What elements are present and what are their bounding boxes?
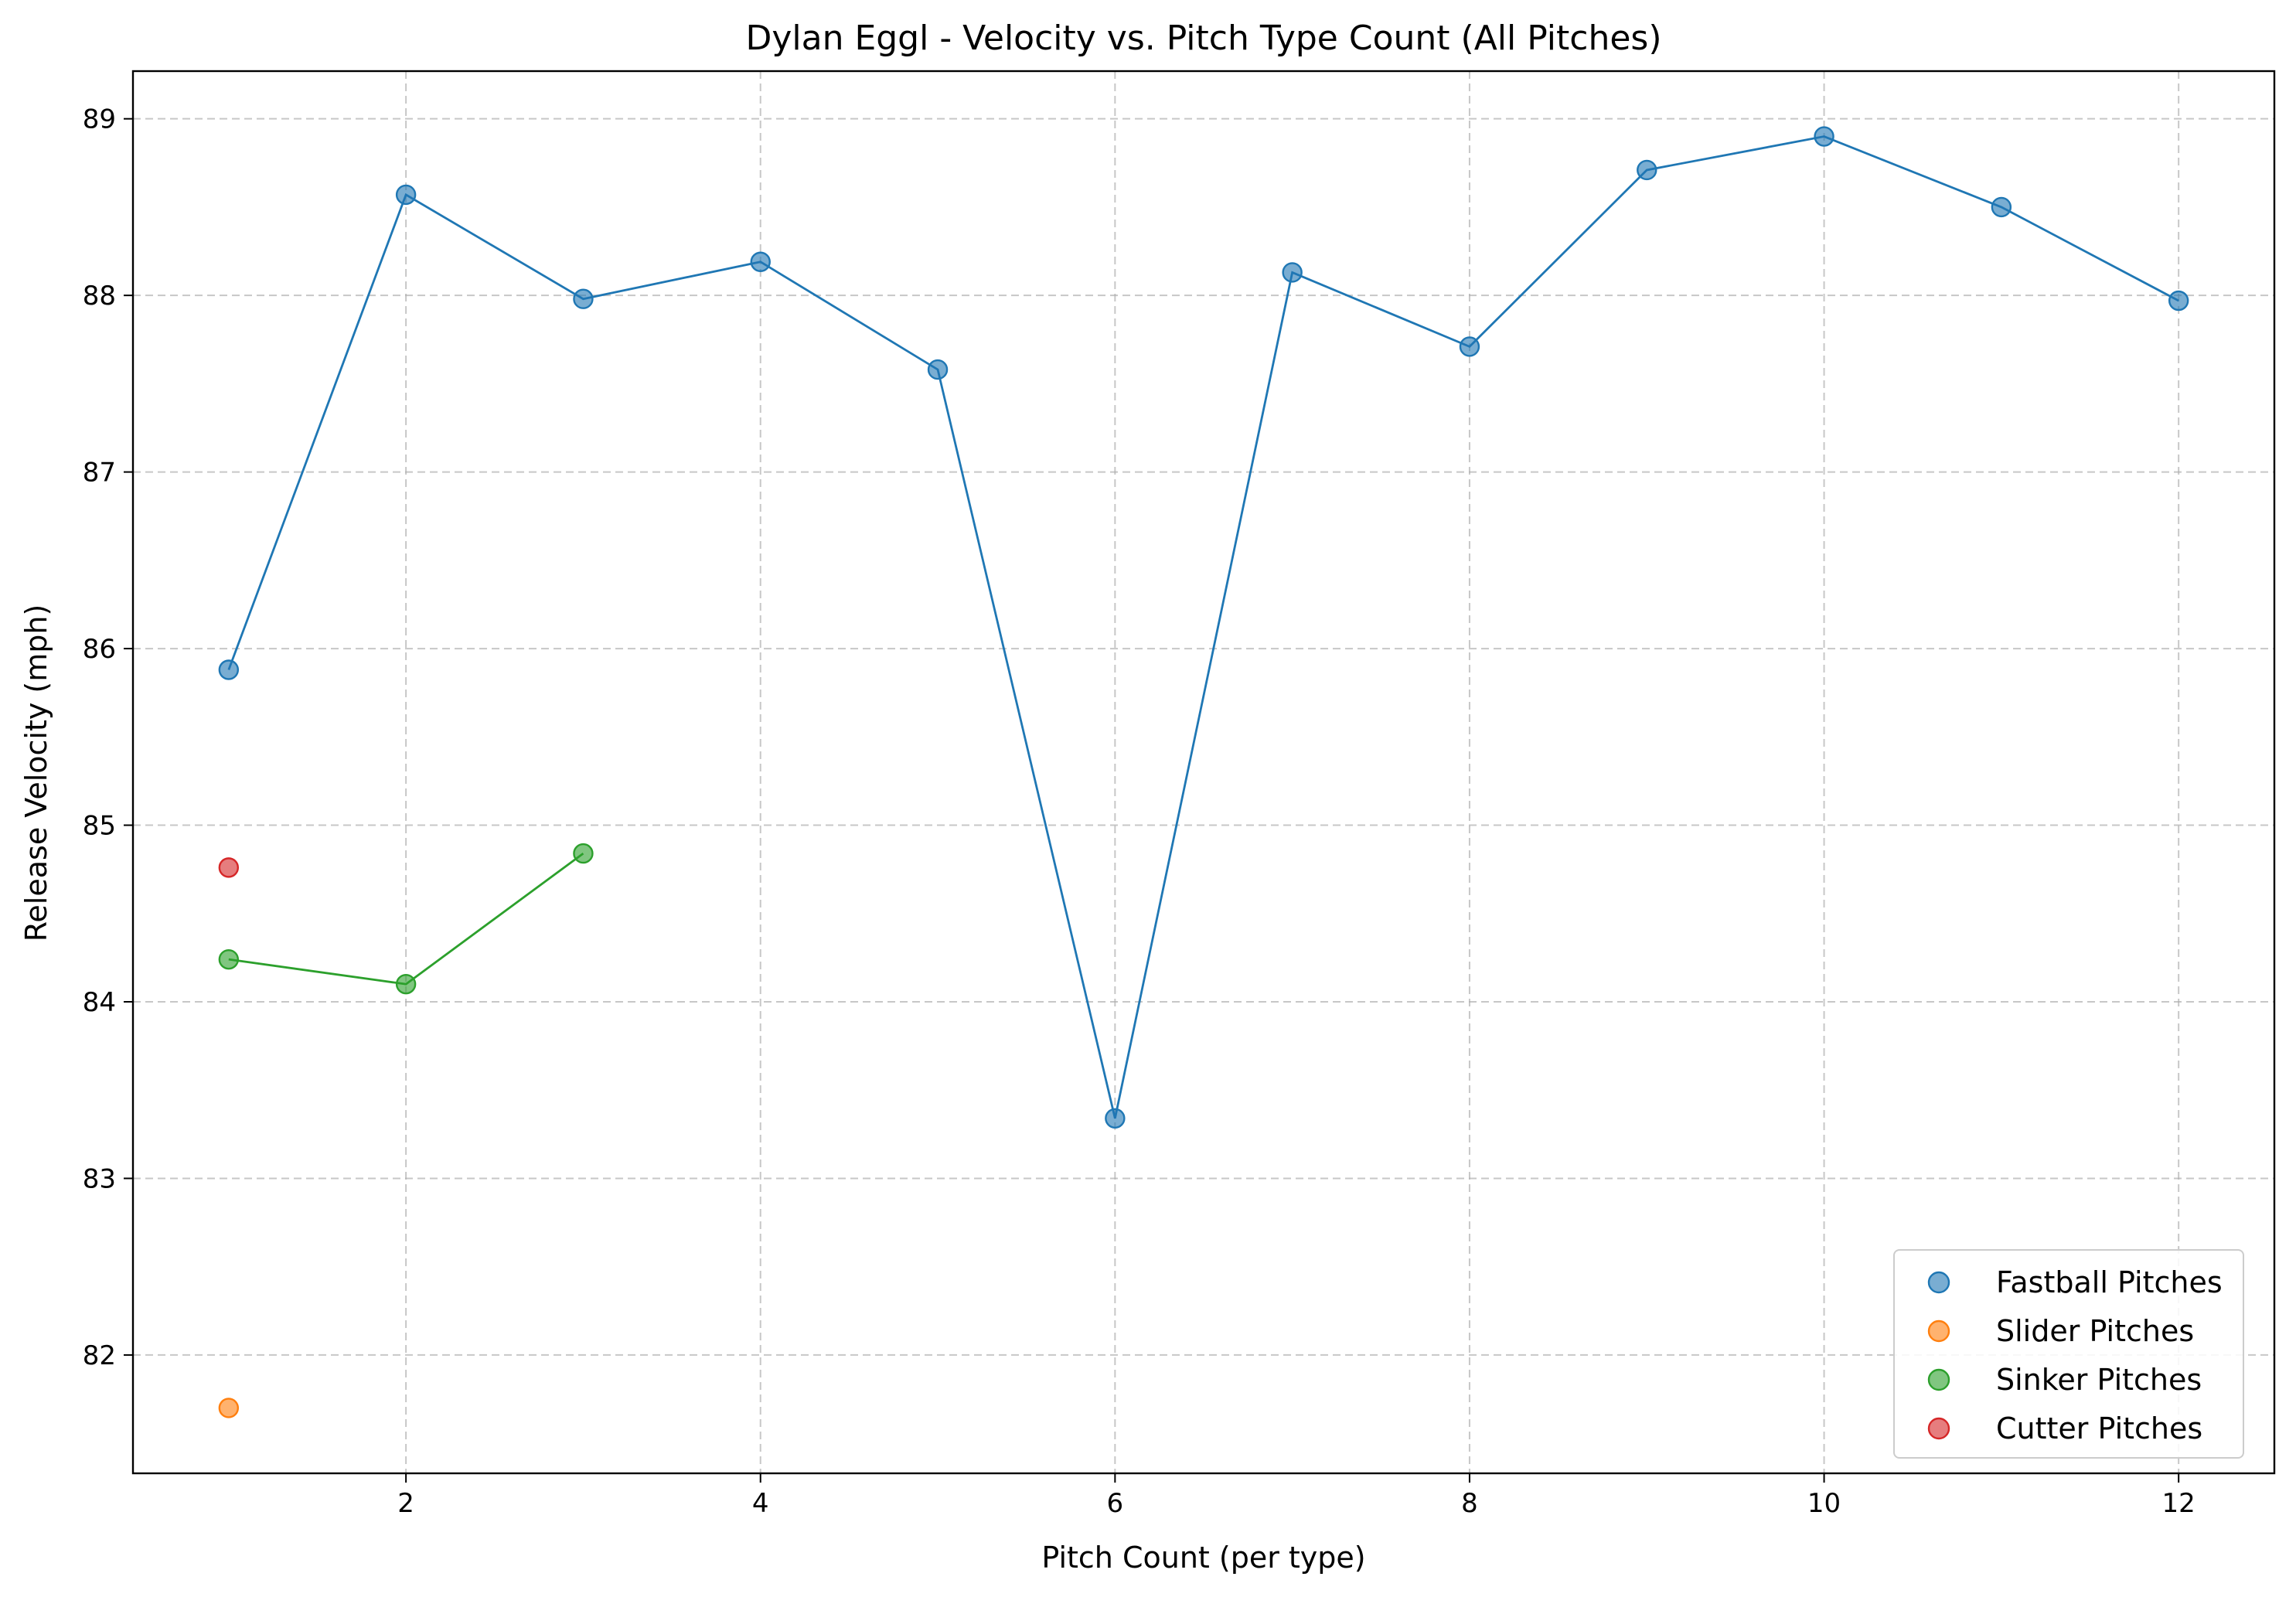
fastball-pitches-point — [1282, 262, 1303, 283]
fastball-pitches-point — [218, 659, 240, 680]
sinker-pitches-point — [395, 973, 417, 995]
sinker-pitches-legend-label: Sinker Pitches — [1996, 1363, 2202, 1397]
legend: Fastball Pitches Slider Pitches Sinker Pit… — [1893, 1249, 2244, 1459]
fastball-pitches-point — [1105, 1108, 1126, 1129]
series-layer — [218, 126, 2189, 1418]
y-tick-label: 84 — [83, 987, 116, 1018]
slider-pitches-legend-marker — [1927, 1319, 1950, 1343]
sinker-pitches-legend-marker — [1927, 1368, 1950, 1391]
y-tick-label: 83 — [83, 1163, 116, 1194]
y-tick-label: 89 — [83, 104, 116, 135]
y-tick-label: 86 — [83, 634, 116, 665]
slider-pitches-legend-label: Slider Pitches — [1996, 1314, 2194, 1348]
x-tick-label: 4 — [752, 1488, 769, 1519]
fastball-pitches-point — [1637, 159, 1657, 181]
fastball-pitches-point — [927, 359, 949, 380]
x-tick-label: 8 — [1461, 1488, 1478, 1519]
fastball-pitches-point — [2168, 290, 2189, 312]
y-tick-label: 82 — [83, 1340, 116, 1371]
y-tick-label: 85 — [83, 811, 116, 842]
slider-pitches-point — [218, 1398, 240, 1418]
fastball-pitches-point — [395, 184, 417, 206]
fastball-pitches-point — [1991, 196, 2012, 218]
cutter-pitches-legend-marker — [1927, 1417, 1950, 1440]
x-tick-label: 12 — [2162, 1488, 2196, 1519]
cutter-pitches-legend-label: Cutter Pitches — [1996, 1411, 2202, 1445]
fastball-pitches-legend-marker — [1927, 1271, 1950, 1294]
fastball-pitches-line — [227, 135, 2179, 1119]
y-axis-label: Release Velocity (mph) — [19, 604, 53, 942]
legend-box — [1893, 1249, 2244, 1459]
x-tick-label: 6 — [1107, 1488, 1124, 1519]
y-tick-label: 87 — [83, 458, 116, 489]
x-tick-label: 10 — [1807, 1488, 1841, 1519]
x-axis-label: Pitch Count (per type) — [1041, 1541, 1365, 1575]
fastball-pitches-point — [573, 288, 594, 309]
x-tick-label: 2 — [397, 1488, 414, 1519]
fastball-pitches-point — [1814, 126, 1834, 147]
cutter-pitches-point — [218, 857, 240, 878]
sinker-pitches-point — [218, 948, 240, 970]
chart-title: Dylan Eggl - Velocity vs. Pitch Type Cou… — [745, 19, 1661, 58]
legend-items: Fastball Pitches Slider Pitches Sinker Pit… — [1927, 1265, 2223, 1445]
sinker-pitches-point — [573, 843, 594, 864]
plot-frame — [131, 70, 2276, 1475]
fastball-pitches-point — [750, 251, 771, 272]
y-tick-label: 88 — [83, 281, 116, 312]
fastball-pitches-legend-label: Fastball Pitches — [1996, 1265, 2223, 1299]
tick-layer: 2 4 6 8 10 12 82 83 84 85 86 87 88 89 — [83, 104, 2196, 1519]
fastball-pitches-point — [1459, 336, 1480, 357]
